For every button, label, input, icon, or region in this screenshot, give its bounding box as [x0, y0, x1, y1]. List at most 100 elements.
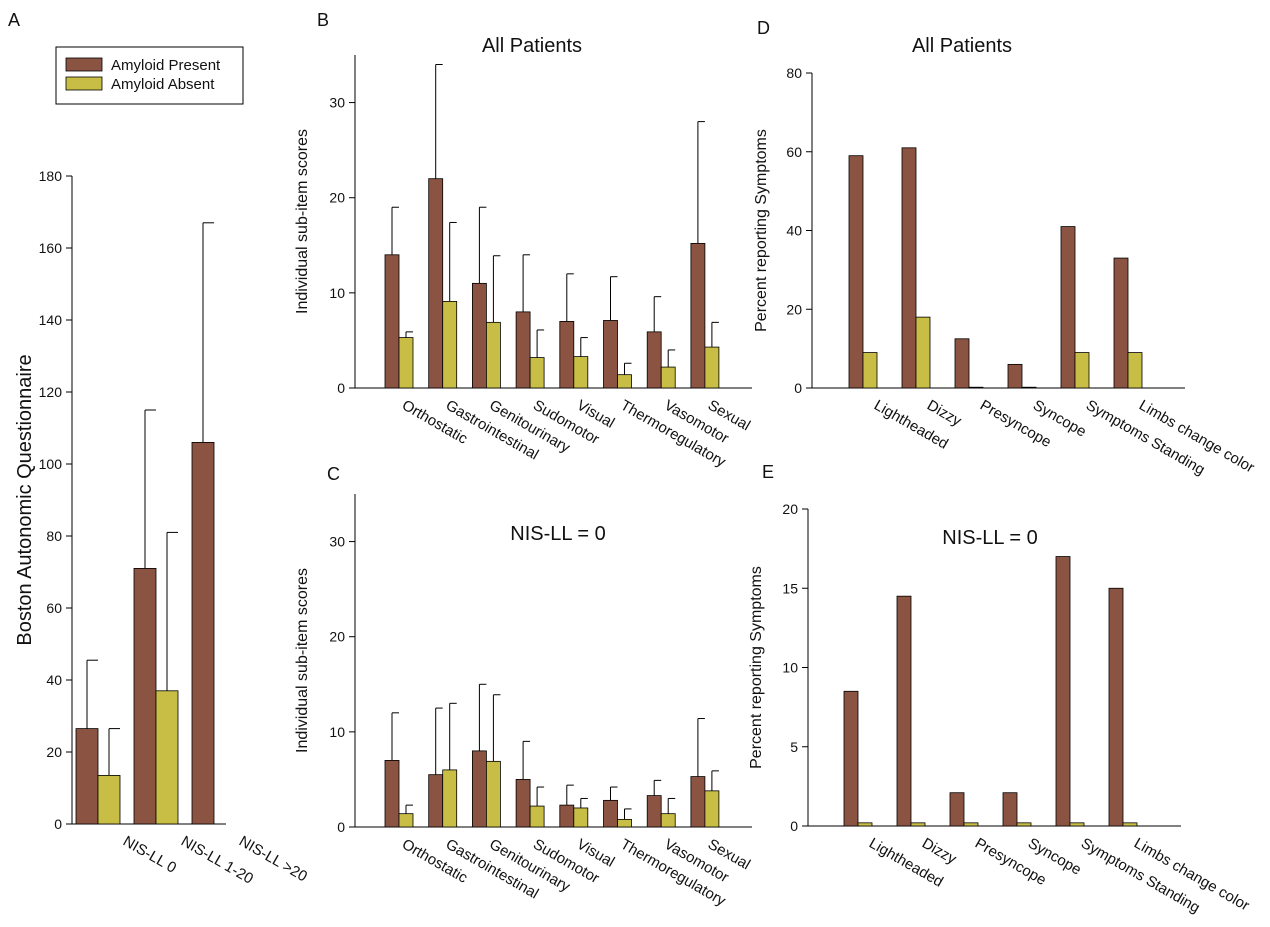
- y-axis-label: Individual sub-item scores: [294, 129, 311, 314]
- bar-amyloid-absent-vasomotor: [660, 366, 676, 389]
- bar-amyloid-present-limbs-change-color: [1108, 587, 1124, 827]
- bar-amyloid-present-visual: [559, 804, 575, 828]
- y-tick-label: 40: [786, 223, 802, 239]
- y-axis-label: Percent reporting Symptoms: [748, 566, 765, 769]
- y-tick-label: 15: [782, 580, 798, 596]
- bar-amyloid-present-symptoms-standing: [1055, 556, 1071, 827]
- bar-amyloid-present-syncope: [1002, 792, 1018, 827]
- bar-amyloid-present-nis-ll-20: [191, 441, 215, 825]
- bar-amyloid-present-gastrointestinal: [428, 774, 444, 828]
- bar-amyloid-absent-orthostatic: [398, 813, 414, 828]
- bar-amyloid-absent-orthostatic: [398, 337, 414, 389]
- bar-amyloid-present-sexual: [690, 242, 706, 389]
- bar-amyloid-present-presyncope: [949, 792, 965, 827]
- y-tick-label: 0: [337, 380, 345, 396]
- bar-amyloid-absent-sexual: [704, 790, 720, 828]
- y-tick-label: 120: [39, 384, 63, 400]
- bar-amyloid-absent-nis-ll-1-20: [155, 690, 179, 825]
- chart-title: All Patients: [912, 35, 1012, 57]
- y-tick-label: 30: [329, 95, 345, 111]
- bar-amyloid-absent-sudomotor: [529, 805, 545, 828]
- bar-amyloid-present-lightheaded: [848, 155, 864, 389]
- bar-amyloid-present-vasomotor: [646, 331, 662, 389]
- y-tick-label: 80: [786, 65, 802, 81]
- bar-amyloid-absent-gastrointestinal: [442, 769, 458, 828]
- y-tick-label: 40: [46, 672, 62, 688]
- bar-amyloid-absent-genitourinary: [485, 321, 501, 389]
- y-axis-label: Boston Autonomic Questionnaire: [14, 354, 36, 645]
- y-tick-label: 20: [329, 190, 345, 206]
- bar-amyloid-absent-limbs-change-color: [1127, 352, 1143, 389]
- panel-a: A 0 20 40 60 80 100 120 140 160 180 Boston Autonomi…: [8, 10, 310, 888]
- bar-amyloid-absent-dizzy: [910, 822, 926, 827]
- y-tick-label: 180: [39, 168, 63, 184]
- panel-label: C: [327, 464, 340, 484]
- chart-title: NIS-LL = 0: [942, 527, 1037, 549]
- bar-amyloid-present-dizzy: [896, 595, 912, 827]
- y-tick-label: 60: [786, 144, 802, 160]
- panel-b: B All Patients 0 10 20 30 Individual sub-item …: [294, 10, 753, 471]
- legend-box: [55, 46, 244, 105]
- y-axis-label: Individual sub-item scores: [294, 568, 311, 753]
- bar-amyloid-absent-nis-ll-0: [97, 775, 121, 825]
- bar-amyloid-present-gastrointestinal: [428, 178, 444, 389]
- bar-amyloid-present-thermoregulatory: [603, 320, 618, 389]
- bar-amyloid-absent-visual: [573, 807, 589, 828]
- bar-amyloid-absent-gastrointestinal: [442, 301, 458, 389]
- y-tick-label: 0: [794, 380, 802, 396]
- bar-amyloid-absent-vasomotor: [660, 813, 676, 828]
- y-tick-label: 80: [46, 528, 62, 544]
- y-tick-label: 20: [329, 629, 345, 645]
- y-tick-label: 30: [329, 534, 345, 550]
- bar-amyloid-present-lightheaded: [843, 690, 859, 827]
- bar-amyloid-present-nis-ll-1-20: [133, 568, 157, 825]
- bar-amyloid-absent-sudomotor: [529, 357, 545, 389]
- y-tick-label: 20: [46, 744, 62, 760]
- bar-amyloid-present-nis-ll-0: [75, 728, 99, 825]
- bar-amyloid-absent-sexual: [704, 346, 720, 389]
- legend: Amyloid Present Amyloid Absent: [55, 46, 244, 105]
- bar-amyloid-present-orthostatic: [384, 760, 400, 828]
- bar-amyloid-absent-presyncope: [963, 822, 979, 827]
- y-tick-label: 160: [39, 240, 63, 256]
- bar-amyloid-absent-syncope: [1016, 822, 1032, 827]
- bar-amyloid-present-limbs-change-color: [1113, 257, 1129, 389]
- bar-amyloid-absent-presyncope: [968, 386, 984, 389]
- y-tick-label: 0: [54, 816, 62, 832]
- y-tick-label: 10: [329, 285, 345, 301]
- y-tick-label: 10: [329, 724, 345, 740]
- y-tick-label: 0: [337, 819, 345, 835]
- y-tick-label: 0: [790, 818, 798, 834]
- bar-amyloid-absent-lightheaded: [857, 822, 873, 827]
- bar-amyloid-present-syncope: [1007, 363, 1023, 389]
- bar-amyloid-present-sudomotor: [515, 779, 531, 828]
- bar-amyloid-absent-syncope: [1021, 386, 1037, 389]
- chart-title: NIS-LL = 0: [510, 523, 605, 545]
- y-tick-label: 60: [46, 600, 62, 616]
- bar-amyloid-absent-limbs-change-color: [1122, 822, 1138, 827]
- bar-amyloid-absent-visual: [573, 356, 589, 389]
- legend-label-amyloid-absent: Amyloid Absent: [111, 76, 215, 93]
- panel-d: D All Patients 0 20 40 60 80 Percent reporting …: [753, 18, 1257, 479]
- y-tick-label: 5: [790, 739, 798, 755]
- panel-label: A: [8, 10, 20, 30]
- bar-amyloid-absent-dizzy: [915, 316, 931, 389]
- y-tick-label: 20: [786, 301, 802, 317]
- bar-amyloid-absent-lightheaded: [862, 352, 878, 389]
- bar-amyloid-present-sudomotor: [515, 311, 531, 389]
- bar-amyloid-present-genitourinary: [471, 750, 487, 828]
- x-tick-label-nis-ll-0: NIS-LL 0: [120, 833, 179, 877]
- bar-amyloid-present-orthostatic: [384, 254, 400, 389]
- legend-swatch-amyloid-absent: [65, 76, 103, 91]
- y-tick-label: 20: [782, 501, 798, 517]
- bar-amyloid-absent-thermoregulatory: [617, 818, 632, 828]
- y-tick-label: 140: [39, 312, 63, 328]
- chart-title: All Patients: [482, 35, 582, 57]
- bar-amyloid-absent-thermoregulatory: [617, 374, 632, 389]
- bar-amyloid-present-genitourinary: [471, 282, 487, 389]
- bar-amyloid-present-presyncope: [954, 338, 970, 389]
- y-axis-label: Percent reporting Symptoms: [753, 129, 770, 332]
- bar-amyloid-absent-symptoms-standing: [1069, 822, 1085, 827]
- bar-amyloid-present-sexual: [690, 776, 706, 828]
